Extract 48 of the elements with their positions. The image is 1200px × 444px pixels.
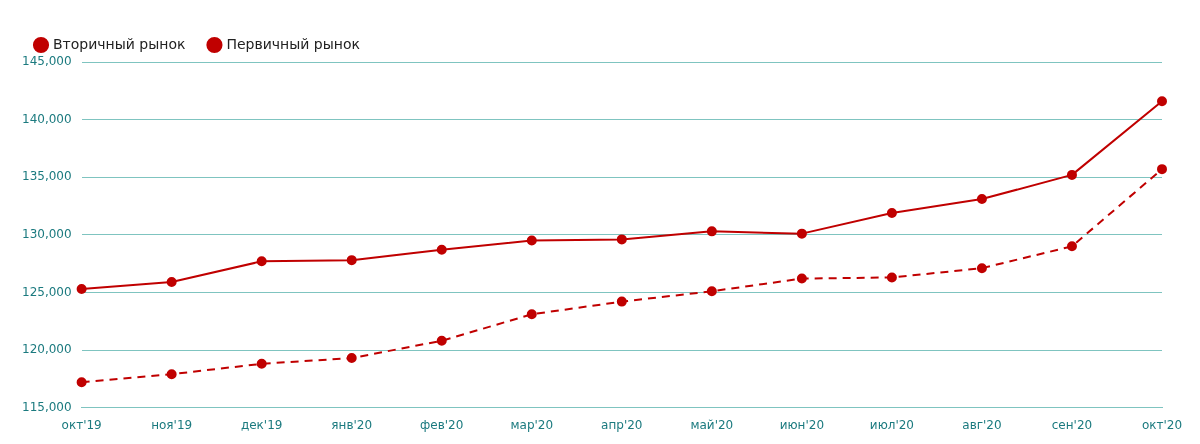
- x-tick-label: июн'20: [779, 417, 825, 432]
- point: [1157, 164, 1167, 175]
- x-tick-label: июл'20: [869, 417, 914, 432]
- point: [796, 228, 807, 239]
- x-tick-label: янв'20: [331, 417, 373, 432]
- point: [166, 277, 177, 288]
- y-tick-label: 120,000: [22, 342, 72, 357]
- point: [166, 369, 177, 380]
- y-tick-label: 125,000: [22, 284, 72, 299]
- point: [1066, 241, 1077, 252]
- point: [886, 272, 897, 283]
- point: [436, 335, 447, 346]
- x-tick-label: окт'20: [1141, 417, 1183, 432]
- point: [436, 244, 447, 255]
- point: [706, 286, 717, 297]
- y-tick-label: 130,000: [22, 226, 72, 241]
- x-tick-label: апр'20: [601, 417, 643, 432]
- point: [256, 358, 267, 369]
- x-tick-label: дек'19: [240, 417, 283, 432]
- point: [346, 353, 357, 364]
- point: [616, 234, 627, 245]
- x-tick-label: фев'20: [420, 417, 464, 432]
- x-tick-label: сен'20: [1051, 417, 1093, 432]
- y-tick-label: 135,000: [22, 169, 72, 184]
- x-tick-label: авг'20: [962, 417, 1002, 432]
- point: [616, 296, 627, 307]
- point: [346, 255, 357, 266]
- point: [706, 226, 717, 237]
- x-tick-label: ноя'19: [151, 417, 193, 432]
- x-tick-label: май'20: [690, 417, 734, 432]
- point: [1066, 169, 1077, 180]
- point: [76, 283, 87, 294]
- point: [886, 207, 897, 218]
- legend-label: Первичный рынок: [226, 35, 360, 52]
- y-tick-label: 145,000: [22, 54, 72, 69]
- point: [976, 263, 987, 274]
- point: [526, 235, 537, 246]
- x-tick-label: окт'19: [61, 417, 102, 432]
- point: [76, 377, 87, 388]
- point: [526, 309, 537, 320]
- point: [796, 273, 807, 284]
- x-tick-label: мар'20: [510, 417, 554, 432]
- y-tick-label: 140,000: [22, 111, 72, 126]
- point: [1157, 96, 1167, 107]
- point: [976, 194, 987, 205]
- y-tick-label: 115,000: [22, 399, 72, 414]
- legend-label: Вторичный рынок: [53, 35, 186, 52]
- point: [256, 256, 267, 267]
